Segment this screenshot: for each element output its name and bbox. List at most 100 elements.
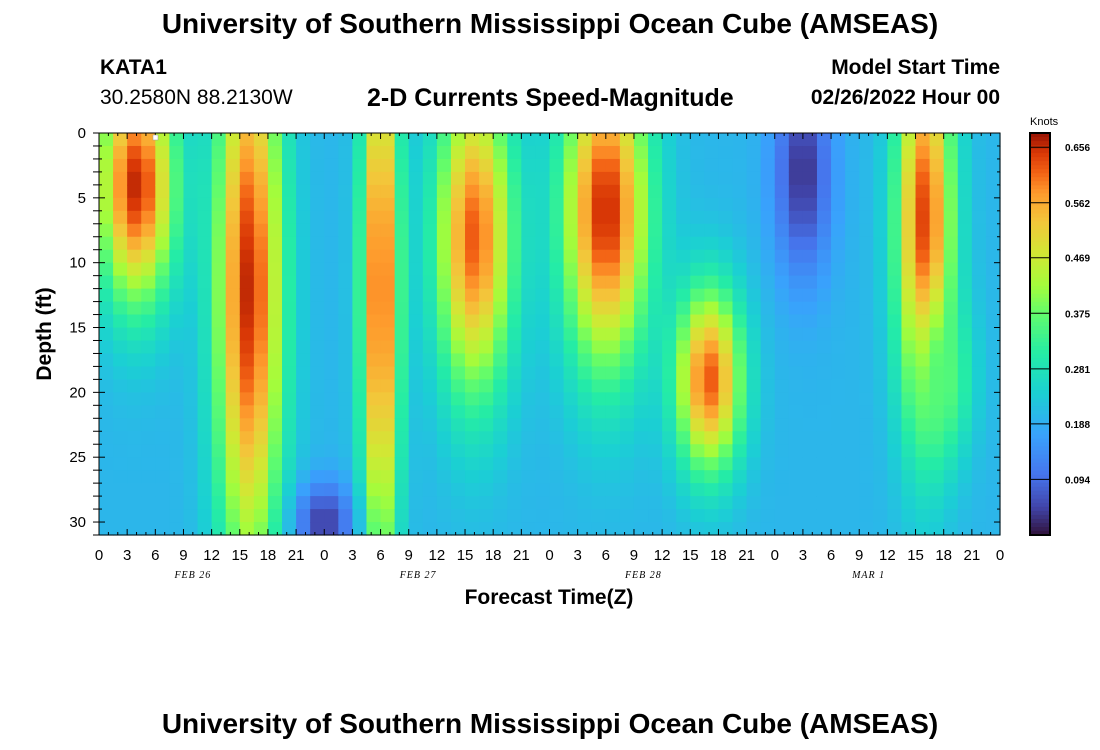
heatmap-cell	[788, 392, 804, 406]
heatmap-cell	[493, 522, 508, 536]
heatmap-cell	[282, 483, 297, 497]
heatmap-cell	[943, 457, 959, 471]
heatmap-cell	[394, 340, 410, 355]
heatmap-cell	[253, 197, 269, 212]
heatmap-cell	[465, 444, 480, 458]
heatmap-cell	[915, 301, 931, 316]
heatmap-cell	[943, 275, 959, 290]
heatmap-cell	[310, 262, 325, 277]
heatmap-cell	[394, 184, 410, 199]
heatmap-cell	[422, 145, 438, 160]
heatmap-cell	[887, 171, 903, 186]
heatmap-cell	[99, 496, 114, 510]
heatmap-cell	[535, 262, 551, 277]
heatmap-cell	[887, 405, 903, 419]
heatmap-cell	[99, 509, 114, 523]
heatmap-cell	[507, 223, 522, 238]
heatmap-cell	[127, 223, 142, 238]
heatmap-cell	[535, 353, 551, 368]
heatmap-cell	[183, 405, 199, 419]
heatmap-cell	[676, 444, 691, 458]
heatmap-cell	[324, 262, 339, 277]
heatmap-cell	[507, 522, 522, 536]
heatmap-cell	[450, 210, 466, 225]
heatmap-cell	[394, 483, 410, 497]
date-label: FEB 27	[399, 570, 437, 581]
heatmap-cell	[310, 171, 325, 186]
heatmap-cell	[465, 353, 480, 368]
heatmap-cell	[929, 236, 945, 251]
heatmap-cell	[380, 340, 396, 355]
heatmap-cell	[648, 288, 663, 303]
heatmap-cell	[394, 133, 410, 147]
heatmap-cell	[197, 262, 213, 277]
heatmap-cell	[746, 444, 762, 458]
heatmap-cell	[704, 392, 720, 406]
heatmap-cell	[873, 275, 888, 290]
colorbar-step	[1030, 358, 1050, 363]
heatmap-cell	[239, 262, 255, 277]
heatmap-cell	[450, 457, 466, 471]
heatmap-cell	[493, 496, 508, 510]
heatmap-cell	[760, 301, 776, 316]
heatmap-cell	[746, 197, 762, 212]
heatmap-cell	[338, 431, 354, 445]
heatmap-cell	[155, 379, 170, 393]
heatmap-cell	[831, 327, 846, 342]
heatmap-cell	[211, 171, 227, 186]
colorbar-step	[1030, 165, 1050, 170]
heatmap-cell	[267, 158, 283, 173]
heatmap-cell	[563, 249, 579, 264]
heatmap-cell	[422, 457, 438, 471]
heatmap-cell	[465, 470, 480, 484]
heatmap-cell	[394, 470, 410, 484]
heatmap-cell	[676, 431, 691, 445]
heatmap-cell	[310, 340, 325, 355]
heatmap-cell	[338, 522, 354, 536]
heatmap-cell	[943, 379, 959, 393]
heatmap-cell	[915, 340, 931, 355]
heatmap-cell	[394, 236, 410, 251]
heatmap-cell	[774, 288, 790, 303]
heatmap-cell	[633, 249, 649, 264]
heatmap-cell	[957, 184, 973, 199]
heatmap-cell	[380, 353, 396, 368]
heatmap-cell	[267, 340, 283, 355]
heatmap-cell	[366, 314, 382, 329]
heatmap-cell	[338, 418, 354, 432]
heatmap-cell	[296, 236, 311, 251]
heatmap-cell	[197, 145, 213, 160]
heatmap-cell	[648, 379, 663, 393]
heatmap-cell	[648, 340, 663, 355]
heatmap-cell	[605, 275, 621, 290]
heatmap-cell	[366, 418, 382, 432]
heatmap-cell	[535, 444, 551, 458]
heatmap-cell	[816, 496, 832, 510]
heatmap-cell	[929, 379, 945, 393]
x-axis: 0 3 6 9 12 15 18 21 0 3 6 9 12 15 18 21 0 3 6 9 12 15 18 21 0 3 6 9…	[95, 133, 1004, 581]
heatmap-cell	[873, 145, 888, 160]
heatmap-cell	[267, 210, 283, 225]
heatmap-cell	[816, 197, 832, 212]
heatmap-cell	[845, 340, 860, 355]
heatmap-cell	[267, 483, 283, 497]
heatmap-cell	[816, 457, 832, 471]
heatmap-cell	[282, 314, 297, 329]
heatmap-cell	[859, 353, 874, 368]
heatmap-cell	[479, 184, 494, 199]
heatmap-cell	[465, 210, 480, 225]
heatmap-cell	[436, 496, 452, 510]
heatmap-cell	[929, 418, 945, 432]
heatmap-cell	[605, 509, 621, 523]
heatmap-cell	[774, 184, 790, 199]
heatmap-cell	[253, 262, 269, 277]
heatmap-cell	[746, 327, 762, 342]
heatmap-cell	[155, 392, 170, 406]
heatmap-cell	[155, 496, 170, 510]
x-tick-label: 15	[907, 547, 924, 564]
heatmap-cell	[352, 301, 368, 316]
heatmap-cell	[422, 158, 438, 173]
heatmap-cell	[549, 353, 565, 368]
heatmap-cell	[535, 249, 551, 264]
heatmap-cell	[901, 236, 917, 251]
